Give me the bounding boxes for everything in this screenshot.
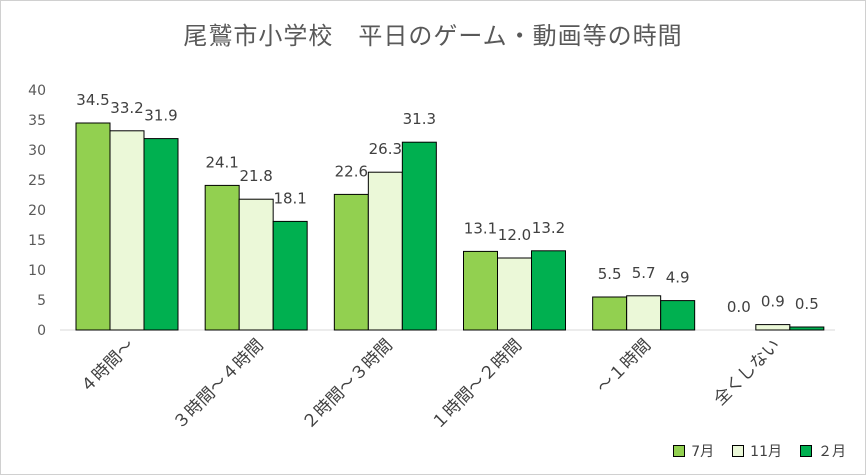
- category-label-1: ３時間～４時間: [169, 335, 267, 433]
- legend-item-nov: 11月: [732, 441, 782, 461]
- bar-0-4: [592, 296, 628, 331]
- data-label-0-4: 5.5: [598, 265, 622, 283]
- data-label-1-4: 5.7: [632, 264, 656, 282]
- data-label-2-3: 13.2: [532, 219, 565, 237]
- y-tick-label-8: 40: [28, 83, 46, 99]
- data-label-0-0: 34.5: [76, 91, 109, 109]
- data-label-0-5: 0.0: [727, 298, 751, 316]
- data-label-1-0: 33.2: [110, 99, 143, 117]
- bar-0-2: [333, 193, 369, 331]
- chart-title: 尾鷲市小学校 平日のゲーム・動画等の時間: [183, 22, 683, 50]
- data-label-1-3: 12.0: [498, 226, 531, 244]
- bar-0-3: [463, 250, 498, 331]
- data-label-2-4: 4.9: [666, 269, 690, 287]
- category-label-0: ４時間～: [76, 335, 138, 397]
- data-label-2-2: 31.3: [403, 110, 436, 128]
- legend-swatch-nov: [732, 445, 745, 457]
- legend-label-feb: ２月: [818, 444, 846, 460]
- y-tick-label-5: 25: [28, 173, 46, 189]
- category-label-5: 全くしない: [710, 335, 784, 409]
- bar-1-1: [238, 198, 274, 331]
- y-tick-label-1: 5: [37, 293, 46, 309]
- legend-label-jul: 7月: [691, 444, 715, 460]
- data-label-1-5: 0.9: [761, 293, 785, 311]
- y-tick-label-0: 0: [37, 323, 46, 339]
- y-tick-label-4: 20: [28, 203, 46, 219]
- category-label-3: １時間～２時間: [428, 335, 526, 433]
- data-label-1-2: 26.3: [369, 140, 402, 158]
- bar-1-4: [626, 295, 662, 331]
- bar-2-5: [789, 326, 825, 331]
- bar-1-0: [109, 130, 145, 331]
- y-tick-label-3: 15: [28, 233, 46, 249]
- y-tick-label-2: 10: [28, 263, 46, 279]
- bar-2-0: [143, 138, 179, 331]
- bar-1-2: [367, 171, 403, 331]
- data-label-2-1: 18.1: [273, 189, 306, 207]
- data-label-1-1: 21.8: [239, 167, 272, 185]
- data-label-0-1: 24.1: [205, 153, 238, 171]
- bar-2-2: [401, 141, 437, 331]
- bar-0-0: [75, 122, 111, 331]
- legend-item-jul: 7月: [673, 441, 714, 461]
- data-label-0-3: 13.1: [464, 219, 497, 237]
- data-label-2-0: 31.9: [144, 107, 177, 125]
- data-label-0-2: 22.6: [335, 162, 368, 180]
- legend-item-feb: ２月: [800, 441, 846, 461]
- category-label-2: ２時間～３時間: [299, 335, 397, 433]
- legend-swatch-jul: [673, 445, 686, 457]
- bar-2-3: [531, 250, 566, 331]
- bar-1-5: [755, 324, 791, 331]
- category-label-4: ～１時間: [593, 335, 655, 397]
- data-label-2-5: 0.5: [795, 295, 819, 313]
- y-tick-label-6: 30: [28, 143, 46, 159]
- bar-2-1: [272, 220, 308, 331]
- bar-1-3: [497, 257, 532, 331]
- bar-2-4: [660, 300, 696, 331]
- legend: 7月 11月 ２月: [673, 441, 846, 461]
- legend-swatch-feb: [800, 445, 812, 457]
- y-tick-label-7: 35: [28, 113, 46, 129]
- legend-label-nov: 11月: [750, 444, 782, 460]
- bar-0-1: [204, 184, 240, 331]
